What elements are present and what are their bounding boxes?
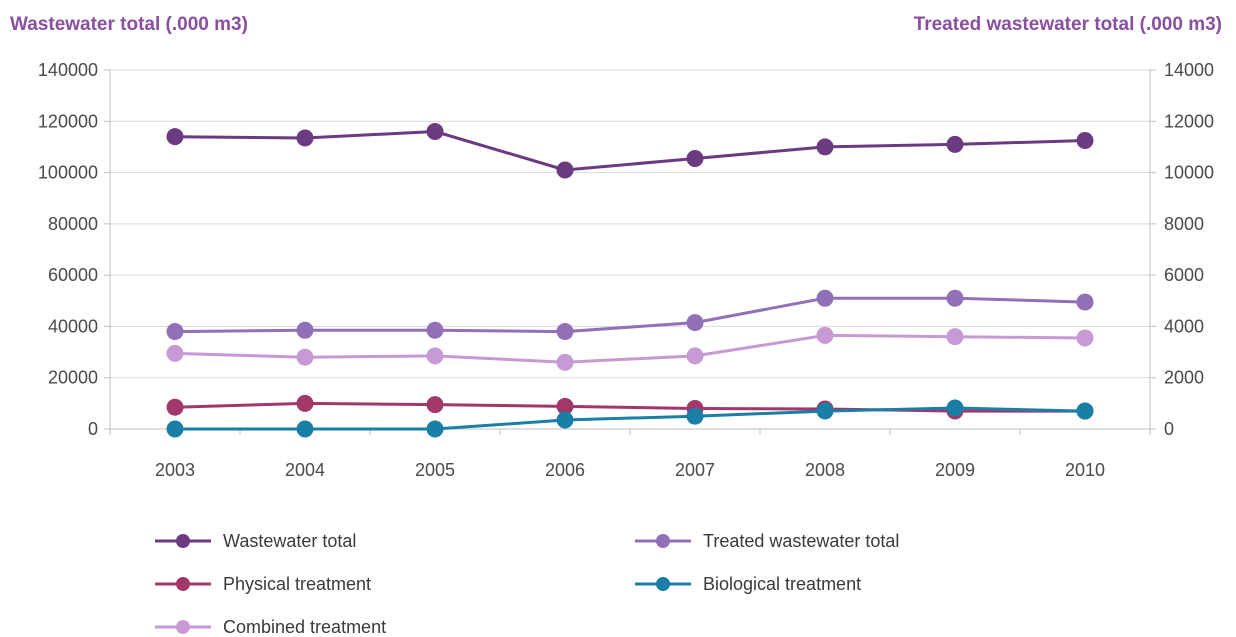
data-point	[1076, 132, 1094, 150]
data-point	[296, 129, 314, 147]
data-point	[686, 149, 704, 167]
x-tick-label: 2008	[805, 460, 845, 480]
legend-swatch-marker	[656, 534, 670, 548]
x-tick-label: 2003	[155, 460, 195, 480]
data-point	[686, 347, 704, 365]
data-point	[426, 396, 444, 414]
legend-item: Wastewater total	[155, 531, 356, 551]
data-point	[946, 289, 964, 307]
series-line	[174, 333, 1086, 364]
data-point	[556, 353, 574, 371]
data-point	[296, 394, 314, 412]
legend-swatch-marker	[176, 534, 190, 548]
data-point	[946, 399, 964, 417]
x-tick-label: 2006	[545, 460, 585, 480]
data-point	[426, 123, 444, 141]
data-point	[816, 138, 834, 156]
data-point	[556, 397, 574, 415]
series-biological-treatment	[166, 399, 1094, 438]
y-right-tick-label: 2000	[1164, 368, 1204, 388]
gridlines	[110, 69, 1150, 379]
series-line	[175, 406, 1086, 431]
y-left-tick-label: 140000	[38, 60, 98, 80]
legend-swatch-marker	[656, 577, 670, 591]
plot-area	[166, 123, 1094, 438]
data-point	[556, 323, 574, 341]
x-tick-label: 2010	[1065, 460, 1105, 480]
data-point	[556, 411, 574, 429]
x-tick-label: 2004	[285, 460, 325, 480]
y-left-axis-title: Wastewater total (.000 m3)	[10, 14, 248, 35]
data-point	[166, 323, 184, 341]
data-point	[426, 321, 444, 339]
y-left-tick-label: 60000	[48, 265, 98, 285]
data-point	[1076, 293, 1094, 311]
data-point	[1076, 329, 1094, 347]
y-left-tick-label: 100000	[38, 163, 98, 183]
legend-item: Physical treatment	[155, 574, 371, 594]
y-left-tick-label: 20000	[48, 368, 98, 388]
x-tick-label: 2005	[415, 460, 455, 480]
data-point	[816, 402, 834, 420]
legend-swatch-marker	[176, 577, 190, 591]
data-point	[686, 407, 704, 425]
series-line	[174, 296, 1086, 334]
data-point	[816, 289, 834, 307]
data-point	[296, 420, 314, 438]
legend-label: Combined treatment	[223, 617, 386, 637]
y-right-tick-label: 4000	[1164, 316, 1204, 336]
data-point	[426, 420, 444, 438]
data-point	[556, 161, 574, 179]
data-point	[166, 398, 184, 416]
legend-item: Combined treatment	[155, 617, 386, 637]
legend-swatch-marker	[176, 620, 190, 634]
series-wastewater-total	[166, 123, 1094, 179]
data-point	[686, 314, 704, 332]
y-left-tick-label: 40000	[48, 316, 98, 336]
data-point	[166, 128, 184, 146]
y-right-tick-label: 10000	[1164, 163, 1214, 183]
legend: Wastewater total Treated wastewater total…	[155, 531, 899, 637]
y-right-tick-label: 12000	[1164, 111, 1214, 131]
data-point	[296, 321, 314, 339]
legend-item: Biological treatment	[635, 574, 861, 594]
series-combined-treatment	[166, 326, 1094, 371]
legend-label: Treated wastewater total	[703, 531, 899, 551]
series-treated-wastewater-total	[166, 289, 1094, 341]
x-tick-label: 2009	[935, 460, 975, 480]
data-point	[946, 328, 964, 346]
y-left-tick-label: 80000	[48, 214, 98, 234]
y-right-tick-label: 6000	[1164, 265, 1204, 285]
data-point	[296, 348, 314, 366]
axes: 0 0 20000 2000 40000 4000 60000 6000 80000 8000 10…	[38, 60, 1214, 480]
legend-item: Treated wastewater total	[635, 531, 899, 551]
y-right-tick-label: 0	[1164, 419, 1174, 439]
series-line	[174, 130, 1086, 172]
y-right-tick-label: 8000	[1164, 214, 1204, 234]
data-point	[946, 135, 964, 153]
y-right-axis-title: Treated wastewater total (.000 m3)	[914, 14, 1222, 35]
legend-label: Wastewater total	[223, 531, 356, 551]
data-point	[166, 344, 184, 362]
data-point	[816, 326, 834, 344]
y-left-tick-label: 120000	[38, 111, 98, 131]
y-left-tick-label: 0	[88, 419, 98, 439]
data-point	[426, 347, 444, 365]
legend-label: Biological treatment	[703, 574, 861, 594]
series-line	[174, 401, 1085, 413]
x-tick-label: 2007	[675, 460, 715, 480]
y-right-tick-label: 14000	[1164, 60, 1214, 80]
data-point	[166, 420, 184, 438]
data-point	[1076, 402, 1094, 420]
legend-label: Physical treatment	[223, 574, 371, 594]
